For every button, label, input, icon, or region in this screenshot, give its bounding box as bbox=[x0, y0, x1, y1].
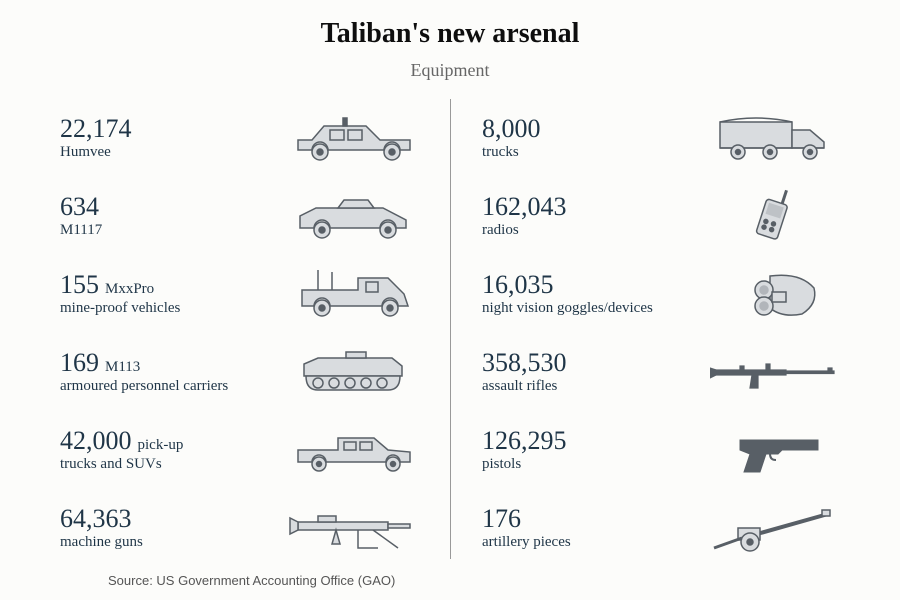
count: 358,530 bbox=[482, 348, 567, 377]
item-nvg: 16,035 night vision goggles/devices bbox=[482, 255, 840, 333]
count: 162,043 bbox=[482, 192, 567, 221]
m1117-icon bbox=[288, 186, 418, 246]
item-artillery: 176 artillery pieces bbox=[482, 489, 840, 567]
label: armoured personnel carriers bbox=[60, 379, 288, 395]
count: 176 bbox=[482, 504, 521, 533]
model: M113 bbox=[105, 359, 140, 375]
count: 634 bbox=[60, 192, 99, 221]
page-title: Taliban's new arsenal bbox=[60, 18, 840, 50]
count: 16,035 bbox=[482, 270, 554, 299]
count: 126,295 bbox=[482, 426, 567, 455]
item-radio: 162,043 radios bbox=[482, 177, 840, 255]
label: pistols bbox=[482, 457, 710, 473]
truck-icon bbox=[710, 108, 840, 168]
count: 22,174 bbox=[60, 114, 132, 143]
label: Humvee bbox=[60, 145, 288, 161]
item-truck: 8,000 trucks bbox=[482, 99, 840, 177]
item-m1117: 634 M1117 bbox=[60, 177, 418, 255]
right-column: 8,000 trucks 162,043 bbox=[446, 99, 840, 567]
item-apc: 169 M113 armoured personnel carriers bbox=[60, 333, 418, 411]
subtitle: Equipment bbox=[60, 60, 840, 81]
machinegun-icon bbox=[288, 498, 418, 558]
left-column: 22,174 Humvee 634 M1117 bbox=[60, 99, 446, 567]
item-rifle: 358,530 assault rifles bbox=[482, 333, 840, 411]
count: 155 bbox=[60, 270, 99, 299]
label: assault rifles bbox=[482, 379, 710, 395]
item-machinegun: 64,363 machine guns bbox=[60, 489, 418, 567]
count: 169 bbox=[60, 348, 99, 377]
item-pistol: 126,295 pistols bbox=[482, 411, 840, 489]
label: mine-proof vehicles bbox=[60, 301, 288, 317]
count: 8,000 bbox=[482, 114, 541, 143]
item-humvee: 22,174 Humvee bbox=[60, 99, 418, 177]
nvg-icon bbox=[710, 264, 840, 324]
radio-icon bbox=[710, 186, 840, 246]
label: M1117 bbox=[60, 223, 288, 239]
equipment-columns: 22,174 Humvee 634 M1117 bbox=[60, 99, 840, 567]
count: 64,363 bbox=[60, 504, 132, 533]
label: machine guns bbox=[60, 535, 288, 551]
label: artillery pieces bbox=[482, 535, 710, 551]
model: MxxPro bbox=[105, 281, 154, 297]
apc-icon bbox=[288, 342, 418, 402]
model: pick-up bbox=[138, 437, 184, 453]
mrap-icon bbox=[288, 264, 418, 324]
artillery-icon bbox=[710, 498, 840, 558]
pistol-icon bbox=[710, 420, 840, 480]
count: 42,000 bbox=[60, 426, 132, 455]
label: trucks bbox=[482, 145, 710, 161]
label: radios bbox=[482, 223, 710, 239]
label: trucks and SUVs bbox=[60, 457, 288, 473]
item-mrap: 155 MxxPro mine-proof vehicles bbox=[60, 255, 418, 333]
label: night vision goggles/devices bbox=[482, 301, 710, 317]
item-pickup: 42,000 pick-up trucks and SUVs bbox=[60, 411, 418, 489]
pickup-icon bbox=[288, 420, 418, 480]
rifle-icon bbox=[710, 342, 840, 402]
humvee-icon bbox=[288, 108, 418, 168]
source-text: Source: US Government Accounting Office … bbox=[60, 573, 840, 588]
